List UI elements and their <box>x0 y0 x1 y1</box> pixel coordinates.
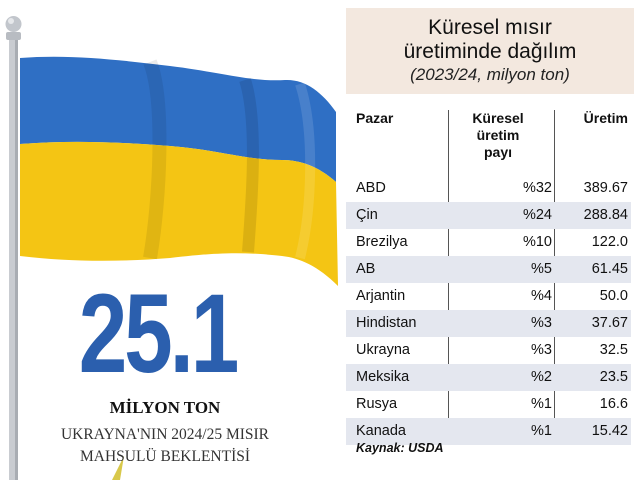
caption-line-1: UKRAYNA'NIN 2024/25 MISIR <box>60 426 270 443</box>
cell-share: %2 <box>531 369 552 385</box>
flag-panel: 25.1 MİLYON TON UKRAYNA'NIN 2024/25 MISI… <box>0 16 338 480</box>
cell-market: AB <box>356 261 376 277</box>
flag-blue-band <box>20 56 336 182</box>
cell-production: 23.5 <box>599 369 628 385</box>
cell-production: 288.84 <box>583 207 628 223</box>
cell-market: Meksika <box>356 369 410 385</box>
ukraine-flag-image <box>5 16 338 480</box>
cell-market: Hindistan <box>356 315 417 331</box>
cell-production: 16.6 <box>599 396 628 412</box>
cell-production: 389.67 <box>583 180 628 196</box>
cell-share: %3 <box>531 315 552 331</box>
cell-share: %32 <box>522 180 552 196</box>
cell-share: %3 <box>531 342 552 358</box>
table-row: Arjantin %4 50.0 <box>346 283 631 310</box>
table-row: Hindistan %3 37.67 <box>346 310 631 337</box>
table-title-box: Küresel mısır üretiminde dağılım (2023/2… <box>346 8 634 94</box>
column-header-share-line-1: Küresel <box>472 110 524 126</box>
cell-share: %5 <box>531 261 552 277</box>
cell-share: %4 <box>531 288 552 304</box>
cell-market: Rusya <box>356 396 398 412</box>
cell-market: Brezilya <box>356 234 408 250</box>
production-caption: UKRAYNA'NIN 2024/25 MISIR MAHSULÜ BEKLEN… <box>0 424 330 468</box>
table-row: Rusya %1 16.6 <box>346 391 631 418</box>
table-row: ABD %32 389.67 <box>346 175 631 202</box>
cell-market: Çin <box>356 207 378 223</box>
column-header-market: Pazar <box>356 110 394 126</box>
cell-share: %10 <box>522 234 552 250</box>
flag-pole <box>9 38 18 480</box>
cell-production: 122.0 <box>591 234 628 250</box>
cell-production: 37.67 <box>591 315 628 331</box>
production-figure: 25.1 <box>78 271 240 396</box>
cell-share: %24 <box>522 207 552 223</box>
table-row: AB %5 61.45 <box>346 256 631 283</box>
cell-market: Kanada <box>356 423 406 439</box>
table-subtitle: (2023/24, milyon ton) <box>410 65 570 84</box>
cell-production: 61.45 <box>591 261 628 277</box>
column-header-production: Üretim <box>583 110 628 126</box>
flag-yellow-band <box>20 141 338 286</box>
leaf-tip <box>112 456 124 480</box>
table-row: Çin %24 288.84 <box>346 202 631 229</box>
cell-market: Ukrayna <box>356 342 410 358</box>
cell-share: %1 <box>531 396 552 412</box>
table-row: Meksika %2 23.5 <box>346 364 631 391</box>
cell-market: ABD <box>356 180 386 196</box>
table-row: Ukrayna %3 32.5 <box>346 337 631 364</box>
column-header-share: Küresel üretim payı <box>458 110 538 161</box>
cell-production: 50.0 <box>599 288 628 304</box>
table-title-line-1: Küresel mısır <box>428 16 552 39</box>
table-row: Kanada %1 15.42 <box>346 418 631 445</box>
cell-production: 32.5 <box>599 342 628 358</box>
caption-line-2: MAHSULÜ BEKLENTİSİ <box>79 448 251 465</box>
column-header-share-line-2: üretim <box>476 127 520 143</box>
production-unit: MİLYON TON <box>109 398 221 417</box>
flag-pole-finial <box>5 16 22 32</box>
cell-production: 15.42 <box>591 423 628 439</box>
table-row: Brezilya %10 122.0 <box>346 229 631 256</box>
table-title-line-2: üretiminde dağılım <box>403 40 577 63</box>
table-source: Kaynak: USDA <box>356 441 444 455</box>
column-header-share-line-3: payı <box>483 144 512 160</box>
distribution-table-panel: Küresel mısır üretiminde dağılım (2023/2… <box>346 0 640 480</box>
cell-market: Arjantin <box>356 288 406 304</box>
cell-share: %1 <box>531 423 552 439</box>
